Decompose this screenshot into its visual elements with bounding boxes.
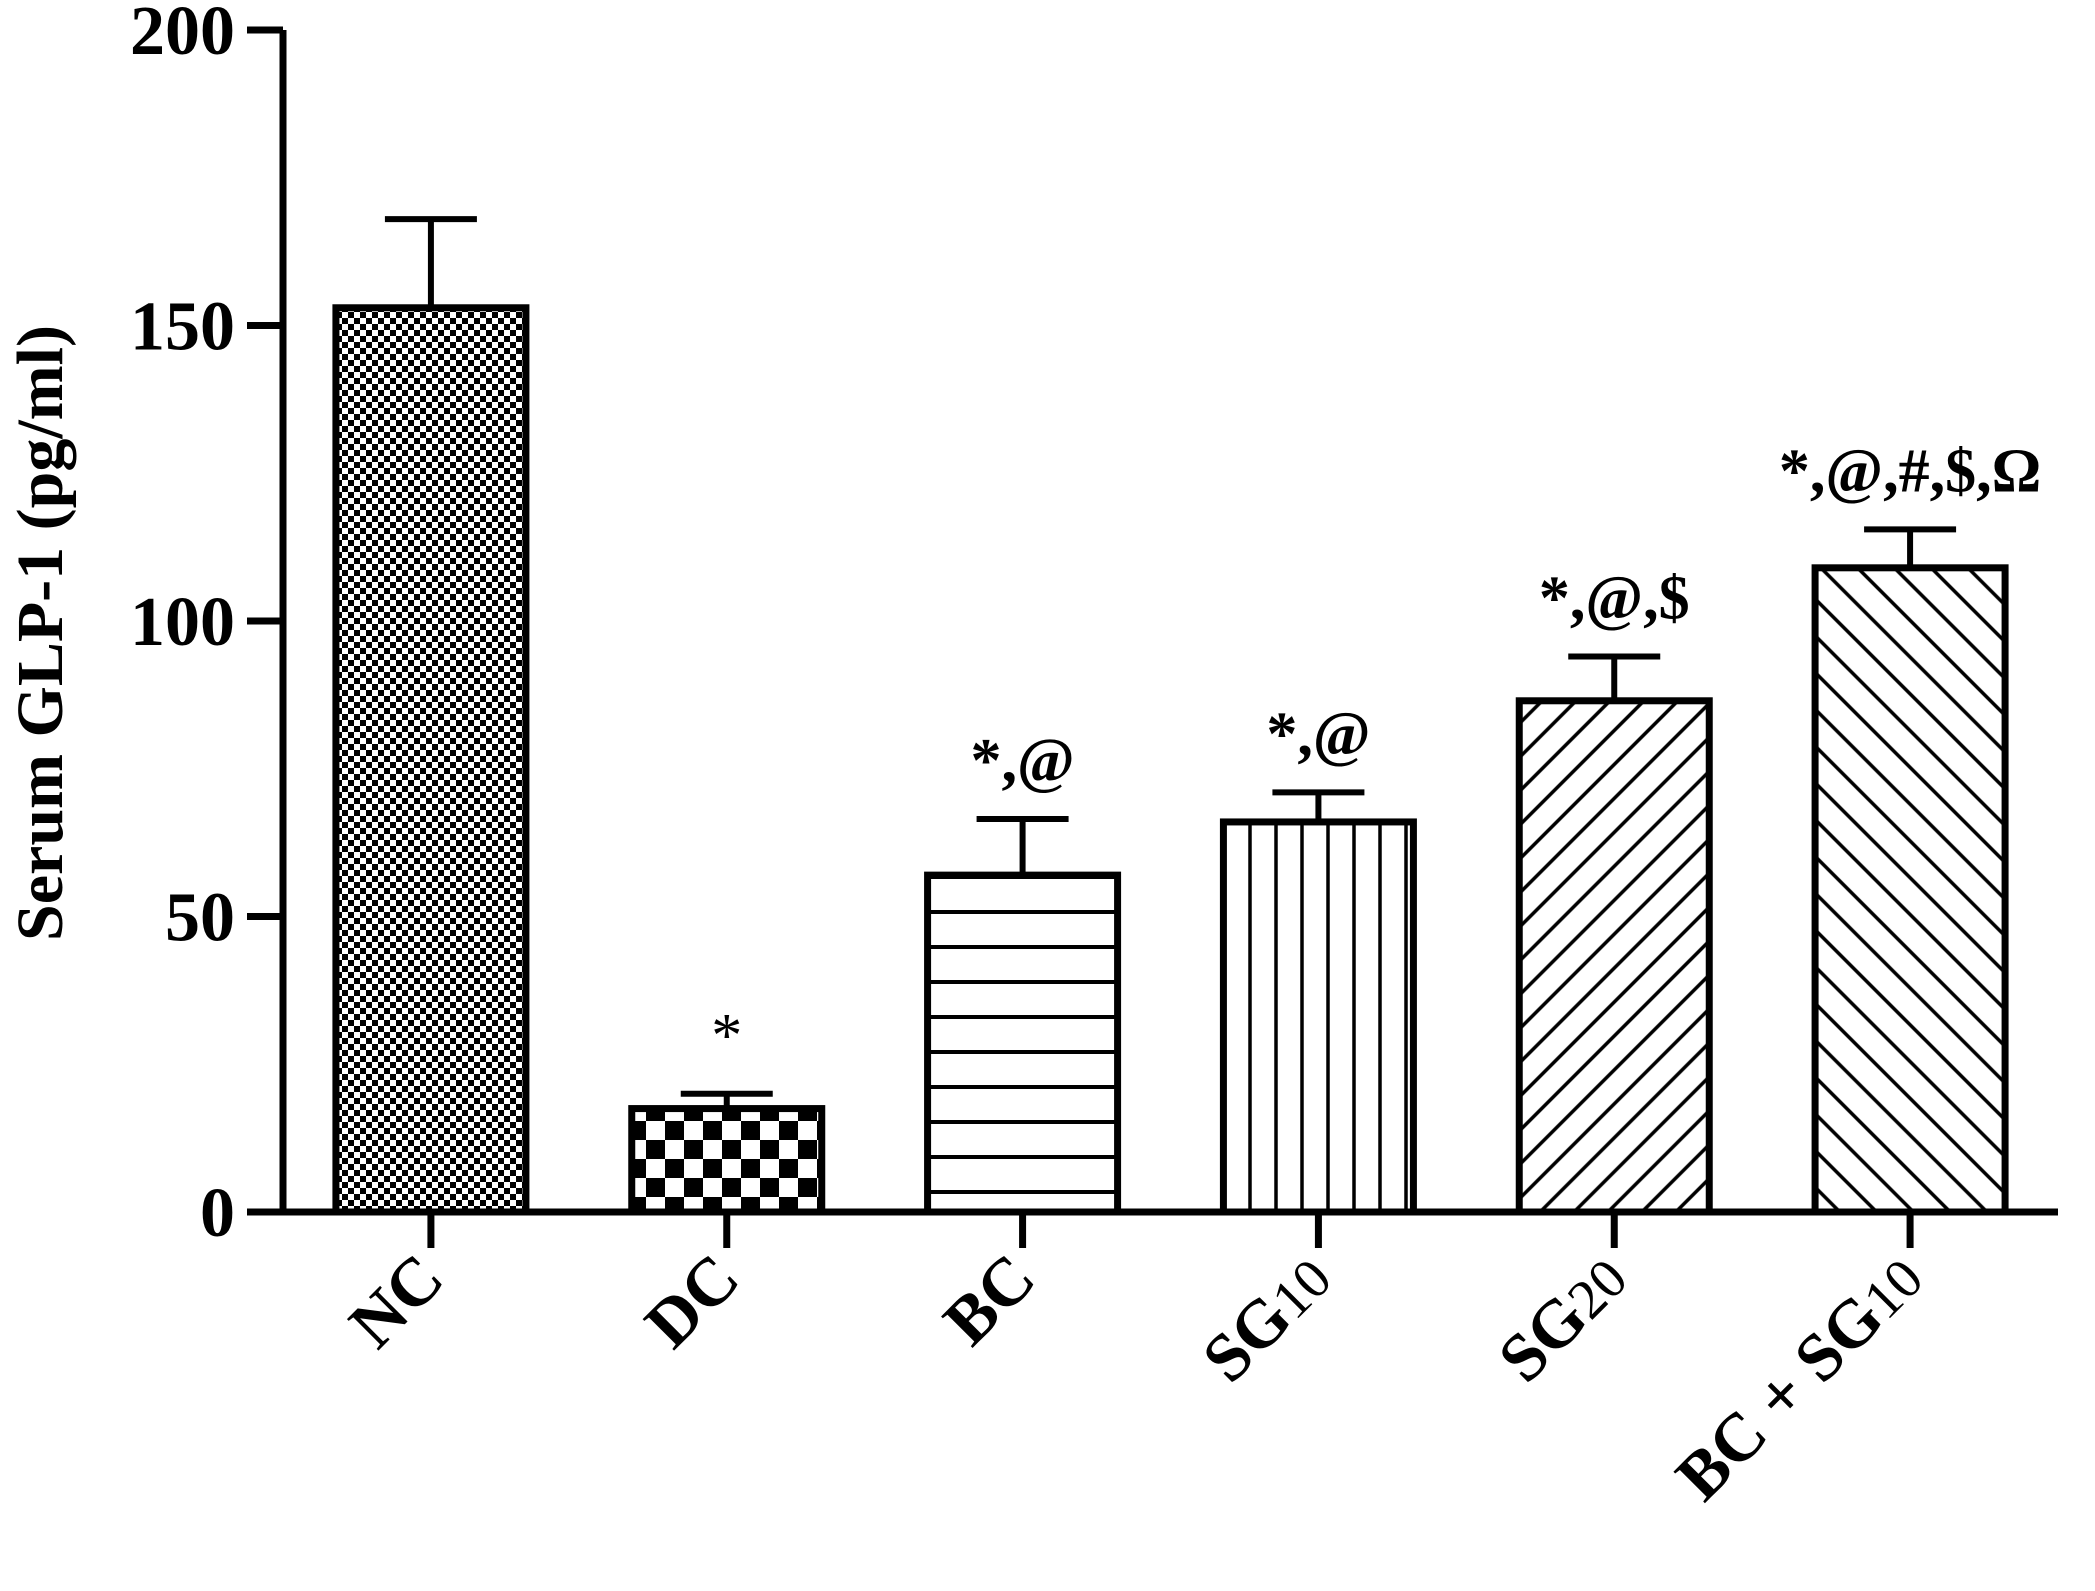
y-tick-label: 150 [130, 289, 235, 366]
significance-label: *,@,$ [1539, 564, 1690, 632]
bar-sg20 [1515, 697, 1713, 1216]
x-tick-label: BC + SG10 [1661, 1239, 1937, 1515]
bar-sg10 [1219, 818, 1417, 1216]
y-axis-title: Serum GLP-1 (pg/ml) [4, 325, 77, 941]
x-tick-label: SG20 [1483, 1239, 1640, 1396]
bar-dc [628, 1105, 826, 1216]
x-tick-label: NC [334, 1239, 457, 1362]
x-label-main: NC [334, 1239, 457, 1362]
x-tick-label: SG10 [1188, 1239, 1345, 1396]
x-axis: NC DC BC SG10 SG20 BC + SG10 [280, 1208, 2058, 1515]
bar-bc [924, 871, 1122, 1216]
significance-label: *,@,#,$,Ω [1779, 437, 2041, 505]
y-tick-label: 200 [130, 0, 235, 70]
y-axis: 0 50 100 150 200 [130, 0, 287, 1252]
significance-label: *,@ [1266, 700, 1370, 768]
bar-nc [332, 304, 530, 1216]
significance-label: *,@ [970, 727, 1074, 795]
x-tick-label: DC [630, 1239, 753, 1362]
bars: * *,@ *,@ *,@,$ *,@,#,$,Ω [332, 216, 2041, 1216]
x-tick-label: BC [929, 1239, 1050, 1360]
y-tick-label: 50 [165, 880, 235, 957]
bar-bc-sg10 [1811, 564, 2009, 1216]
significance-label: * [711, 1002, 742, 1070]
y-tick-label: 0 [200, 1175, 235, 1252]
x-label-main: DC [630, 1239, 753, 1362]
x-label-main: BC + SG [1661, 1278, 1897, 1514]
y-tick-label: 100 [130, 584, 235, 661]
x-label-main: BC [929, 1239, 1050, 1360]
